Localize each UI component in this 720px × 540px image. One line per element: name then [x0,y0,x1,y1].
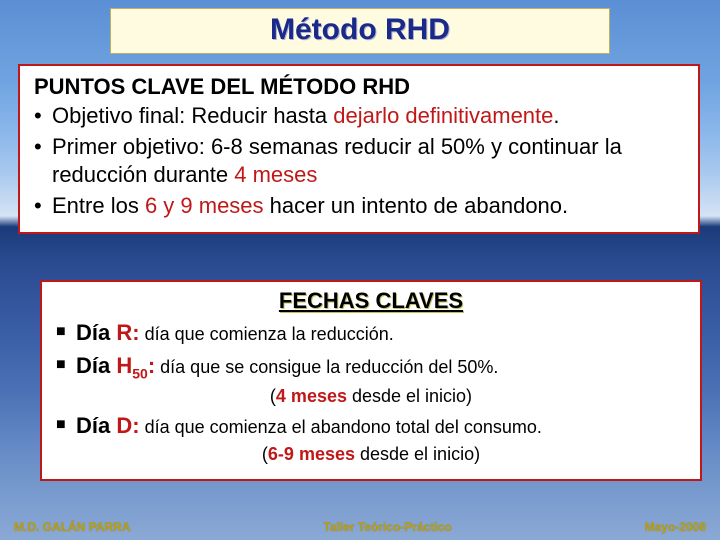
date-r-text: Día R: día que comienza la reducción. [76,318,394,349]
footer: M.D. GALÁN PARRA Taller Teórico-Práctico… [0,520,720,534]
date-h-row: ■ Día H50: día que se consigue la reducc… [56,351,686,384]
bullet-mark: • [34,102,52,131]
bullet-2-text: Primer objetivo: 6-8 semanas reducir al … [52,133,684,190]
key-points-heading: PUNTOS CLAVE DEL MÉTODO RHD [34,74,684,100]
date-d-text: Día D: día que comienza el abandono tota… [76,411,542,442]
bullet-3-text: Entre los 6 y 9 meses hacer un intento d… [52,192,568,221]
square-bullet: ■ [56,318,76,346]
date-h-text: Día H50: día que se consigue la reducció… [76,351,498,384]
date-d-row: ■ Día D: día que comienza el abandono to… [56,411,686,442]
square-bullet: ■ [56,351,76,379]
date-h-paren: (4 meses desde el inicio) [56,386,686,407]
slide-title: Método RHD [111,13,609,47]
footer-author: M.D. GALÁN PARRA [14,520,130,534]
bullet-mark: • [34,192,52,221]
footer-date: Mayo-2008 [645,520,706,534]
bullet-2: • Primer objetivo: 6-8 semanas reducir a… [34,133,684,190]
key-dates-box: FECHAS CLAVES ■ Día R: día que comienza … [40,280,702,481]
title-box: Método RHD [110,8,610,54]
square-bullet: ■ [56,411,76,439]
footer-center: Taller Teórico-Práctico [323,520,451,534]
bullet-3: • Entre los 6 y 9 meses hacer un intento… [34,192,684,221]
bullet-mark: • [34,133,52,162]
key-points-box: PUNTOS CLAVE DEL MÉTODO RHD • Objetivo f… [18,64,700,234]
key-dates-heading: FECHAS CLAVES [56,288,686,314]
date-r-row: ■ Día R: día que comienza la reducción. [56,318,686,349]
date-d-paren: (6-9 meses desde el inicio) [56,444,686,465]
bullet-1: • Objetivo final: Reducir hasta dejarlo … [34,102,684,131]
bullet-1-text: Objetivo final: Reducir hasta dejarlo de… [52,102,560,131]
